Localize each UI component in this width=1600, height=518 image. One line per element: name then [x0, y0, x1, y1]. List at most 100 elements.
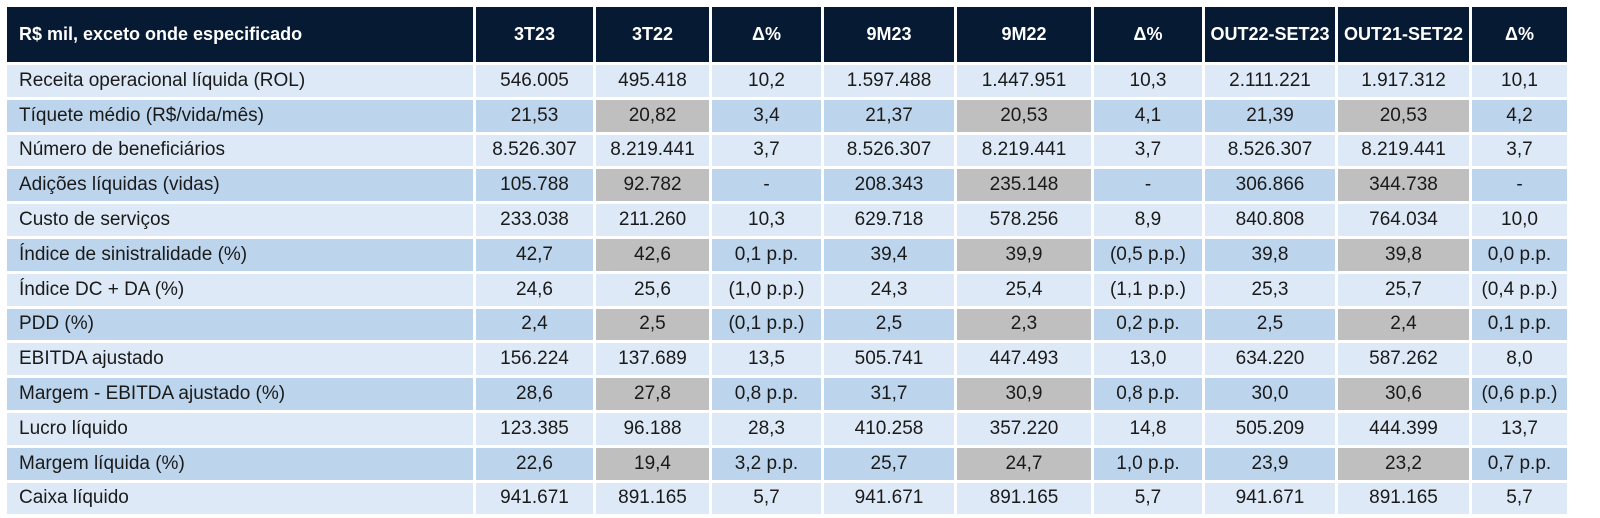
cell-9m22: 357.220	[957, 412, 1091, 445]
cell-3t22: 27,8	[596, 378, 709, 410]
cell-9m23: 941.671	[824, 482, 954, 515]
cell-ltm-current: 2,5	[1205, 308, 1335, 341]
table-row: PDD (%) 2,4 2,5 (0,1 p.p.) 2,5 2,3 0,2 p.p. 2,5…	[7, 308, 1567, 341]
cell-label: Caixa líquido	[7, 482, 473, 515]
cell-ltm-current: 634.220	[1205, 343, 1335, 376]
cell-3t23: 123.385	[476, 412, 593, 445]
table-row: Receita operacional líquida (ROL) 546.005…	[7, 65, 1567, 97]
cell-ltm-previous: 444.399	[1338, 412, 1469, 445]
table-row: EBITDA ajustado 156.224 137.689 13,5 505.741…	[7, 343, 1567, 376]
cell-3t23: 28,6	[476, 378, 593, 410]
cell-3t23: 2,4	[476, 308, 593, 341]
header-3t23: 3T23	[476, 7, 593, 62]
cell-3t23: 546.005	[476, 65, 593, 97]
cell-ltm-current: 23,9	[1205, 447, 1335, 480]
cell-delta-quarter: (1,0 p.p.)	[712, 273, 821, 306]
cell-delta-quarter: 13,5	[712, 343, 821, 376]
cell-delta-quarter: 0,1 p.p.	[712, 238, 821, 271]
cell-delta-9m: 8,9	[1094, 204, 1202, 236]
cell-delta-ltm: 3,7	[1472, 134, 1567, 167]
cell-9m22: 25,4	[957, 273, 1091, 306]
cell-delta-9m: 10,3	[1094, 65, 1202, 97]
cell-ltm-current: 2.111.221	[1205, 65, 1335, 97]
cell-delta-9m: 0,8 p.p.	[1094, 378, 1202, 410]
cell-3t22: 25,6	[596, 273, 709, 306]
cell-3t23: 24,6	[476, 273, 593, 306]
cell-9m23: 208.343	[824, 169, 954, 202]
cell-3t23: 8.526.307	[476, 134, 593, 167]
cell-3t22: 891.165	[596, 482, 709, 515]
cell-3t23: 233.038	[476, 204, 593, 236]
cell-9m23: 8.526.307	[824, 134, 954, 167]
header-delta-9m: Δ%	[1094, 7, 1202, 62]
cell-ltm-current: 840.808	[1205, 204, 1335, 236]
cell-9m23: 25,7	[824, 447, 954, 480]
cell-ltm-current: 21,39	[1205, 99, 1335, 132]
cell-ltm-previous: 1.917.312	[1338, 65, 1469, 97]
cell-delta-9m: (0,5 p.p.)	[1094, 238, 1202, 271]
cell-3t22: 211.260	[596, 204, 709, 236]
cell-ltm-previous: 23,2	[1338, 447, 1469, 480]
cell-ltm-previous: 587.262	[1338, 343, 1469, 376]
cell-9m23: 1.597.488	[824, 65, 954, 97]
cell-delta-9m: 14,8	[1094, 412, 1202, 445]
header-ltm-previous: OUT21-SET22	[1338, 7, 1469, 62]
cell-ltm-previous: 344.738	[1338, 169, 1469, 202]
cell-ltm-current: 505.209	[1205, 412, 1335, 445]
cell-9m23: 31,7	[824, 378, 954, 410]
cell-delta-ltm: -	[1472, 169, 1567, 202]
cell-delta-ltm: 0,0 p.p.	[1472, 238, 1567, 271]
cell-delta-quarter: 10,2	[712, 65, 821, 97]
cell-ltm-current: 8.526.307	[1205, 134, 1335, 167]
cell-label: Custo de serviços	[7, 204, 473, 236]
cell-3t22: 495.418	[596, 65, 709, 97]
cell-delta-9m: -	[1094, 169, 1202, 202]
header-ltm-current: OUT22-SET23	[1205, 7, 1335, 62]
cell-delta-quarter: (0,1 p.p.)	[712, 308, 821, 341]
table-row: Número de beneficiários 8.526.307 8.219.44…	[7, 134, 1567, 167]
cell-3t22: 92.782	[596, 169, 709, 202]
table-row: Adições líquidas (vidas) 105.788 92.782 - 20…	[7, 169, 1567, 202]
cell-3t22: 8.219.441	[596, 134, 709, 167]
cell-delta-9m: 4,1	[1094, 99, 1202, 132]
cell-3t23: 156.224	[476, 343, 593, 376]
table-row: Margem líquida (%) 22,6 19,4 3,2 p.p. 25,7 24…	[7, 447, 1567, 480]
cell-delta-ltm: 0,7 p.p.	[1472, 447, 1567, 480]
cell-delta-ltm: 0,1 p.p.	[1472, 308, 1567, 341]
cell-delta-quarter: 3,7	[712, 134, 821, 167]
cell-9m23: 505.741	[824, 343, 954, 376]
cell-ltm-previous: 891.165	[1338, 482, 1469, 515]
cell-label: Receita operacional líquida (ROL)	[7, 65, 473, 97]
table-row: Índice DC + DA (%) 24,6 25,6 (1,0 p.p.) 24,3…	[7, 273, 1567, 306]
cell-label: Índice de sinistralidade (%)	[7, 238, 473, 271]
cell-3t23: 21,53	[476, 99, 593, 132]
table-row: Custo de serviços 233.038 211.260 10,3 629.7…	[7, 204, 1567, 236]
cell-9m22: 24,7	[957, 447, 1091, 480]
header-9m23: 9M23	[824, 7, 954, 62]
cell-delta-9m: 13,0	[1094, 343, 1202, 376]
header-9m22: 9M22	[957, 7, 1091, 62]
table-row: Tíquete médio (R$/vida/mês) 21,53 20,82 3,4…	[7, 99, 1567, 132]
cell-label: Adições líquidas (vidas)	[7, 169, 473, 202]
cell-delta-9m: 1,0 p.p.	[1094, 447, 1202, 480]
cell-9m23: 2,5	[824, 308, 954, 341]
cell-ltm-previous: 25,7	[1338, 273, 1469, 306]
cell-delta-ltm: (0,6 p.p.)	[1472, 378, 1567, 410]
cell-delta-quarter: 3,4	[712, 99, 821, 132]
cell-delta-ltm: 10,1	[1472, 65, 1567, 97]
table-row: Caixa líquido 941.671 891.165 5,7 941.671 891…	[7, 482, 1567, 515]
cell-ltm-current: 30,0	[1205, 378, 1335, 410]
cell-ltm-current: 25,3	[1205, 273, 1335, 306]
cell-ltm-current: 306.866	[1205, 169, 1335, 202]
cell-label: Número de beneficiários	[7, 134, 473, 167]
cell-9m23: 410.258	[824, 412, 954, 445]
cell-3t22: 19,4	[596, 447, 709, 480]
cell-ltm-previous: 764.034	[1338, 204, 1469, 236]
cell-3t23: 105.788	[476, 169, 593, 202]
cell-delta-ltm: 8,0	[1472, 343, 1567, 376]
cell-delta-ltm: 10,0	[1472, 204, 1567, 236]
cell-delta-quarter: 28,3	[712, 412, 821, 445]
header-label-column: R$ mil, exceto onde especificado	[7, 7, 473, 62]
cell-delta-quarter: 3,2 p.p.	[712, 447, 821, 480]
cell-ltm-current: 39,8	[1205, 238, 1335, 271]
